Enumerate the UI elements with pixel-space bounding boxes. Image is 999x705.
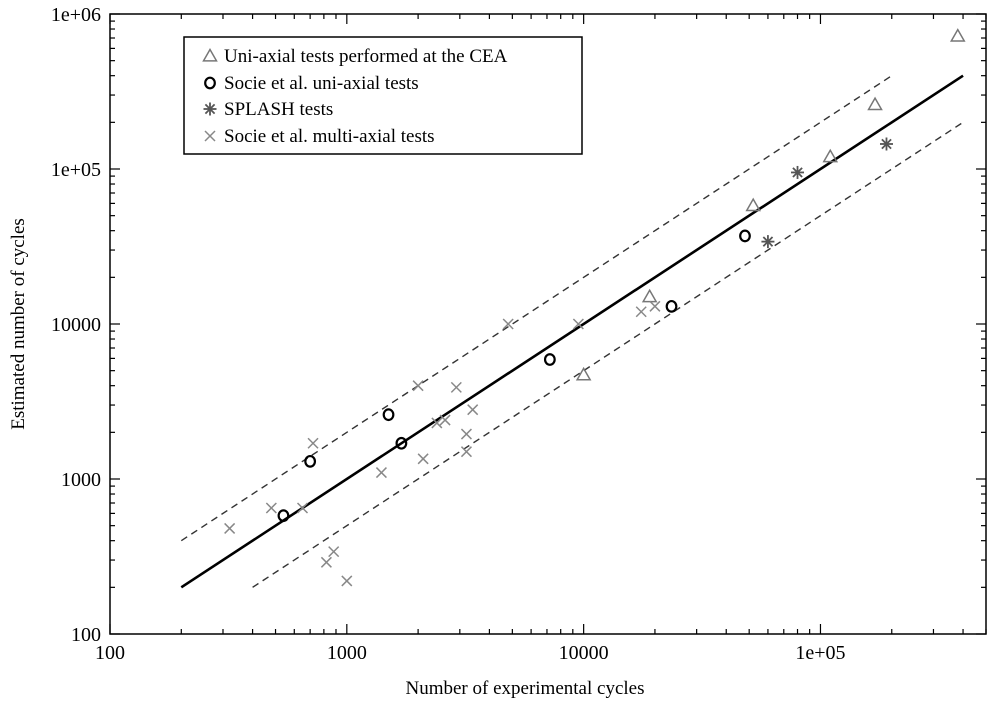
point-cross: [412, 380, 424, 392]
point-cross: [431, 417, 443, 429]
legend-label-cea: Uni-axial tests performed at the CEA: [224, 46, 508, 67]
legend-label-socie-uniaxial: Socie et al. uni-axial tests: [224, 73, 419, 94]
x-tick-label: 10000: [559, 642, 609, 664]
point-cross: [460, 446, 472, 458]
point-cross: [439, 414, 451, 426]
x-axis-label: Number of experimental cycles: [406, 678, 645, 699]
point-asterisk: [879, 137, 893, 151]
y-tick-label: 10000: [51, 314, 101, 336]
factor-2-band-line: [252, 121, 964, 588]
axis-ticks: [109, 13, 987, 635]
point-cross: [417, 453, 429, 465]
tick-labels: 100 1000 10000 1e+05 100 1000 10000 1e+05 1e+06: [51, 4, 846, 664]
point-cross: [467, 404, 479, 416]
y-axis-label: Estimated number of cycles: [8, 218, 29, 430]
point-circle: [304, 454, 317, 468]
point-triangle: [745, 197, 762, 212]
point-cross: [375, 467, 387, 479]
point-circle: [543, 353, 556, 366]
point-circle: [395, 436, 408, 450]
legend-marker-asterisk: [203, 102, 217, 116]
y-tick-label: 1e+05: [51, 159, 101, 181]
point-cross: [341, 575, 353, 587]
data-points: [224, 28, 966, 587]
point-cross: [460, 428, 472, 440]
point-triangle: [867, 96, 883, 111]
point-cross: [265, 502, 277, 514]
point-asterisk: [761, 235, 775, 249]
x-tick-label: 1000: [327, 642, 367, 664]
legend-label-splash: SPLASH tests: [224, 99, 333, 120]
point-cross: [328, 546, 340, 558]
point-cross: [307, 437, 319, 449]
point-cross: [224, 522, 236, 534]
point-asterisk: [791, 165, 805, 179]
legend-marker-circle: [204, 76, 216, 90]
x-tick-label: 1e+05: [795, 642, 845, 664]
point-circle: [665, 299, 678, 313]
point-cross: [296, 502, 309, 514]
point-cross: [635, 306, 647, 318]
y-tick-label: 1000: [61, 469, 101, 491]
y-tick-label: 1e+06: [51, 4, 101, 26]
point-triangle: [822, 148, 839, 163]
point-cross: [320, 556, 332, 568]
point-cross: [572, 318, 584, 330]
legend-marker-cross: [204, 130, 216, 142]
point-cross: [649, 300, 661, 312]
factor-2-band-line: [180, 75, 893, 542]
point-triangle: [641, 288, 658, 303]
point-cross: [450, 381, 462, 393]
x-tick-label: 100: [95, 642, 125, 664]
point-cross: [502, 318, 514, 330]
y-tick-label: 100: [71, 624, 101, 646]
point-circle: [277, 509, 290, 523]
legend: Uni-axial tests performed at the CEA Soc…: [183, 36, 583, 155]
point-circle: [739, 229, 751, 243]
legend-marker-triangle: [202, 47, 218, 62]
point-triangle: [949, 28, 966, 42]
point-circle: [382, 408, 395, 422]
point-triangle: [575, 366, 592, 381]
legend-label-socie-multiaxial: Socie et al. multi-axial tests: [224, 126, 435, 147]
legend-box: [183, 36, 583, 155]
legend-markers: [202, 47, 218, 142]
